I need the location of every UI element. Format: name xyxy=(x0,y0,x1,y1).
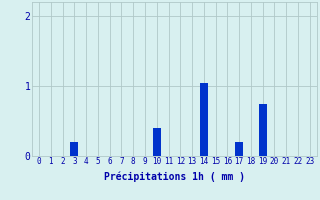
Bar xyxy=(70,142,78,156)
Bar xyxy=(153,128,161,156)
Bar xyxy=(200,82,208,156)
X-axis label: Précipitations 1h ( mm ): Précipitations 1h ( mm ) xyxy=(104,172,245,182)
Bar xyxy=(259,104,267,156)
Bar xyxy=(235,142,243,156)
